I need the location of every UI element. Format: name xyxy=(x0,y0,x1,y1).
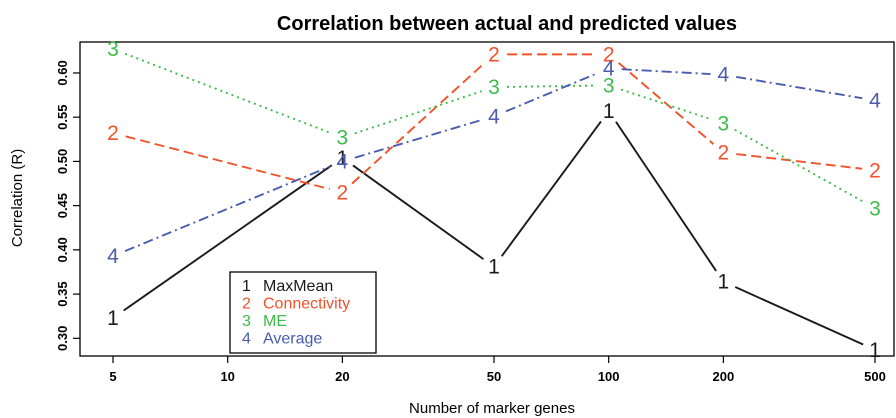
data-point-marker: 1 xyxy=(107,307,119,330)
x-tick-label: 20 xyxy=(335,369,349,384)
legend-marker: 2 xyxy=(242,296,251,313)
series-line-segment xyxy=(621,68,711,75)
data-point-marker: 3 xyxy=(337,127,349,150)
x-tick-label: 5 xyxy=(109,369,116,384)
plot-area xyxy=(79,41,895,357)
legend-entry-label: MaxMean xyxy=(263,278,333,295)
data-point-marker: 1 xyxy=(603,100,615,123)
x-tick-label: 10 xyxy=(220,369,234,384)
x-tick-label: 100 xyxy=(598,369,620,384)
series-line-segment xyxy=(505,72,598,113)
x-tick-label: 500 xyxy=(864,369,886,384)
series-line-segment xyxy=(351,62,486,185)
legend-entry-label: Connectivity xyxy=(263,296,350,313)
x-tick-label: 200 xyxy=(713,369,735,384)
legend: 1 MaxMean 2 Connectivity 3 ME 4 Average xyxy=(229,271,377,354)
series-line-segment xyxy=(615,121,717,272)
y-axis: 0.30 0.35 0.40 0.45 0.50 0.55 0.60 xyxy=(55,60,80,351)
y-tick-label: 0.50 xyxy=(55,149,70,174)
y-axis-label: Correlation (R) xyxy=(9,149,26,247)
data-point-marker: 4 xyxy=(107,245,119,268)
x-axis-label: Number of marker genes xyxy=(409,400,575,417)
series-line-segment xyxy=(617,62,715,145)
chart-title: Correlation between actual and predicted… xyxy=(277,13,737,35)
data-point-marker: 1 xyxy=(869,339,881,362)
series-line-segment xyxy=(124,165,331,252)
data-point-marker: 4 xyxy=(603,58,615,81)
data-point-marker: 4 xyxy=(337,150,349,173)
data-point-marker: 2 xyxy=(718,142,730,165)
data-point-marker: 4 xyxy=(718,64,730,87)
data-point-marker: 2 xyxy=(337,181,349,204)
data-point-marker: 3 xyxy=(718,112,730,135)
data-point-marker: 1 xyxy=(488,256,500,279)
series-line-segment xyxy=(736,153,863,170)
legend-marker: 4 xyxy=(242,331,251,348)
y-tick-label: 0.40 xyxy=(55,237,70,262)
series-line-segment xyxy=(500,120,602,257)
series-line-segment xyxy=(734,128,865,203)
series-line-segment xyxy=(736,75,863,100)
series-lines xyxy=(123,52,865,346)
data-point-marker: 2 xyxy=(603,43,615,66)
legend-box xyxy=(229,271,377,354)
data-point-marker: 4 xyxy=(869,89,881,112)
y-tick-label: 0.55 xyxy=(55,105,70,130)
data-point-marker: 2 xyxy=(869,159,881,182)
data-point-marker: 2 xyxy=(107,122,119,145)
data-point-marker: 1 xyxy=(337,147,349,170)
data-point-marker: 1 xyxy=(718,271,730,294)
legend-entry-label: Average xyxy=(263,331,322,348)
data-point-marker: 4 xyxy=(488,105,500,128)
legend-entry-label: ME xyxy=(263,313,287,330)
data-point-marker: 3 xyxy=(488,76,500,99)
series-line-segment xyxy=(125,135,331,191)
plot-frame xyxy=(79,41,895,357)
x-tick-label: 50 xyxy=(487,369,501,384)
series-line-segment xyxy=(354,90,482,135)
series-line-segment xyxy=(506,84,596,88)
series-line-segment xyxy=(620,88,712,121)
data-point-marker: 3 xyxy=(603,74,615,97)
y-tick-label: 0.60 xyxy=(55,60,70,85)
y-tick-label: 0.35 xyxy=(55,281,70,306)
y-tick-label: 0.30 xyxy=(55,326,70,351)
data-point-marker: 3 xyxy=(107,38,119,61)
data-point-marker: 3 xyxy=(869,197,881,220)
x-axis: 5 10 20 50 100 200 500 xyxy=(109,356,886,384)
y-tick-label: 0.45 xyxy=(55,193,70,218)
series-line-segment xyxy=(354,119,482,159)
series-line-segment xyxy=(123,164,333,312)
legend-marker: 1 xyxy=(242,278,251,295)
series-line-segment xyxy=(124,52,331,134)
data-point-marker: 2 xyxy=(488,43,500,66)
series-line-segment xyxy=(352,164,484,260)
series-line-segment xyxy=(734,286,864,346)
legend-marker: 3 xyxy=(242,313,251,330)
